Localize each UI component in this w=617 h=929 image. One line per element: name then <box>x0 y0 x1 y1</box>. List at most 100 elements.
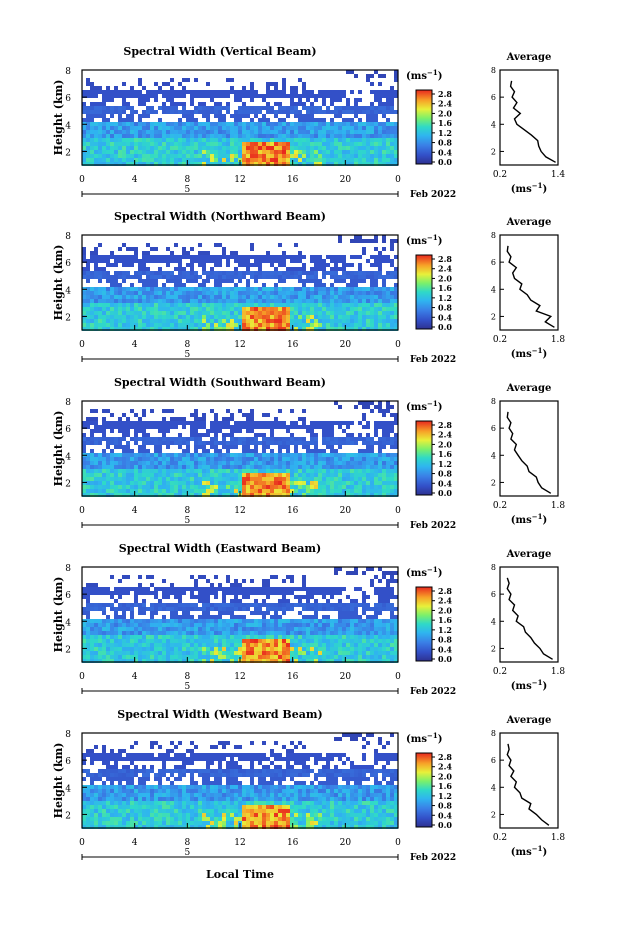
heatmap-cell <box>382 122 386 126</box>
heatmap-cell <box>314 461 318 465</box>
heatmap-cell <box>246 142 250 146</box>
heatmap-cell <box>106 441 110 445</box>
heatmap-cell <box>202 323 206 327</box>
heatmap-cell <box>362 122 366 126</box>
heatmap-cell <box>126 299 130 303</box>
heatmap-cell <box>362 457 366 461</box>
average-title: Average <box>506 217 552 228</box>
heatmap-cell <box>170 86 174 90</box>
heatmap-cell <box>358 421 362 425</box>
heatmap-cell <box>150 655 154 659</box>
heatmap-cell <box>90 162 94 166</box>
heatmap-cell <box>262 315 266 319</box>
heatmap-cell <box>394 441 398 445</box>
colorbar-tick-label: 0.4 <box>438 478 452 488</box>
heatmap-cell <box>122 102 126 106</box>
heatmap-cell <box>250 162 254 166</box>
heatmap-cell <box>126 106 130 110</box>
heatmap-cell <box>162 587 166 591</box>
heatmap-cell <box>230 323 234 327</box>
heatmap-cell <box>94 639 98 643</box>
heatmap-cell <box>254 473 258 477</box>
heatmap-cell <box>314 291 318 295</box>
colorbar-tick-label: 0.0 <box>438 157 452 167</box>
heatmap-cell <box>102 102 106 106</box>
heatmap-cell <box>82 643 86 647</box>
heatmap-cell <box>358 291 362 295</box>
heatmap-cell <box>310 138 314 142</box>
heatmap-cell <box>190 311 194 315</box>
heatmap-cell <box>194 259 198 263</box>
heatmap-cell <box>106 465 110 469</box>
colorbar-tick-label: 1.2 <box>438 459 452 469</box>
heatmap-cell <box>362 489 366 493</box>
heatmap-cell <box>230 413 234 417</box>
heatmap-cell <box>262 287 266 291</box>
heatmap-cell <box>206 271 210 275</box>
heatmap-cell <box>390 295 394 299</box>
heatmap-cell <box>322 271 326 275</box>
heatmap-cell <box>390 457 394 461</box>
heatmap-cell <box>278 453 282 457</box>
heatmap-cell <box>190 134 194 138</box>
heatmap-cell <box>282 481 286 485</box>
heatmap-cell <box>178 283 182 287</box>
heatmap-cell <box>94 146 98 150</box>
average-profile-line <box>509 80 556 163</box>
heatmap-cell <box>134 481 138 485</box>
heatmap-cell <box>102 437 106 441</box>
heatmap-cell <box>138 607 142 611</box>
heatmap-cell <box>182 591 186 595</box>
heatmap-cell <box>250 319 254 323</box>
heatmap-cell <box>266 110 270 114</box>
heatmap-cell <box>330 267 334 271</box>
heatmap-cell <box>362 130 366 134</box>
heatmap-cell <box>110 627 114 631</box>
heatmap-cell <box>306 158 310 162</box>
heatmap-cell <box>150 473 154 477</box>
heatmap-cell <box>390 271 394 275</box>
heatmap-cell <box>266 255 270 259</box>
heatmap-cell <box>82 635 86 639</box>
heatmap-cell <box>350 469 354 473</box>
heatmap-cell <box>238 465 242 469</box>
heatmap-cell <box>386 255 390 259</box>
heatmap-cell <box>198 623 202 627</box>
heatmap-cell <box>142 263 146 267</box>
heatmap-cell <box>130 291 134 295</box>
heatmap-cell <box>338 122 342 126</box>
heatmap-cell <box>82 102 86 106</box>
heatmap-cell <box>86 130 90 134</box>
heatmap-cell <box>346 162 350 166</box>
heatmap-cell <box>354 493 358 497</box>
heatmap-cell <box>354 489 358 493</box>
heatmap-cell <box>206 481 210 485</box>
colorbar-unit-exp: −1 <box>427 399 438 408</box>
heatmap-cell <box>374 239 378 243</box>
heatmap-cell <box>122 437 126 441</box>
heatmap-cell <box>186 465 190 469</box>
heatmap-cell <box>234 311 238 315</box>
heatmap-cell <box>286 477 290 481</box>
y-tick-label: 6 <box>65 425 71 435</box>
heatmap-cell <box>358 473 362 477</box>
heatmap-cell <box>302 409 306 413</box>
heatmap-cell <box>330 449 334 453</box>
heatmap-cell <box>114 142 118 146</box>
heatmap-cell <box>374 279 378 283</box>
heatmap-cell <box>206 126 210 130</box>
heatmap-cell <box>134 146 138 150</box>
heatmap-cell <box>158 122 162 126</box>
heatmap-cell <box>202 453 206 457</box>
heatmap-cell <box>94 251 98 255</box>
heatmap-cell <box>198 130 202 134</box>
heatmap-cell <box>94 90 98 94</box>
heatmap-cell <box>318 303 322 307</box>
heatmap-cell <box>82 489 86 493</box>
heatmap-cell <box>90 134 94 138</box>
heatmap-cell <box>286 437 290 441</box>
heatmap-cell <box>126 651 130 655</box>
heatmap-cell <box>90 461 94 465</box>
heatmap-cell <box>118 275 122 279</box>
heatmap-cell <box>166 409 170 413</box>
